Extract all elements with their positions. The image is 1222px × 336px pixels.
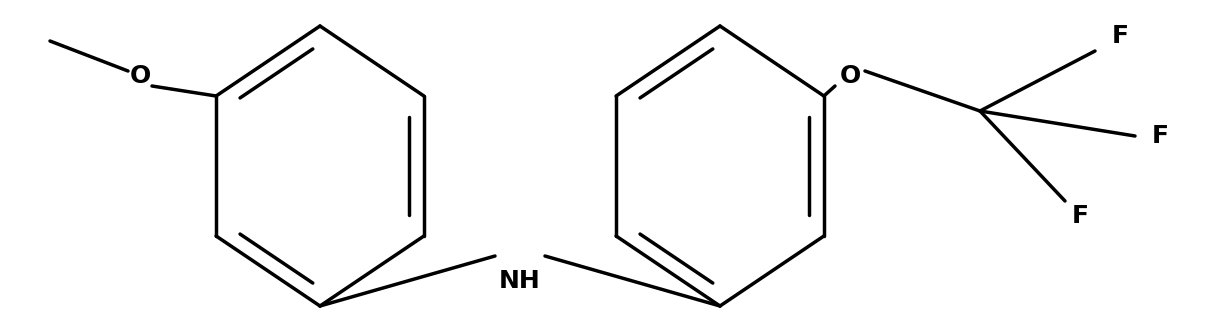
Text: NH: NH bbox=[499, 269, 541, 293]
Text: F: F bbox=[1112, 24, 1128, 48]
Text: O: O bbox=[840, 64, 860, 88]
Text: F: F bbox=[1072, 204, 1089, 228]
Text: F: F bbox=[1151, 124, 1168, 148]
Text: O: O bbox=[130, 64, 150, 88]
